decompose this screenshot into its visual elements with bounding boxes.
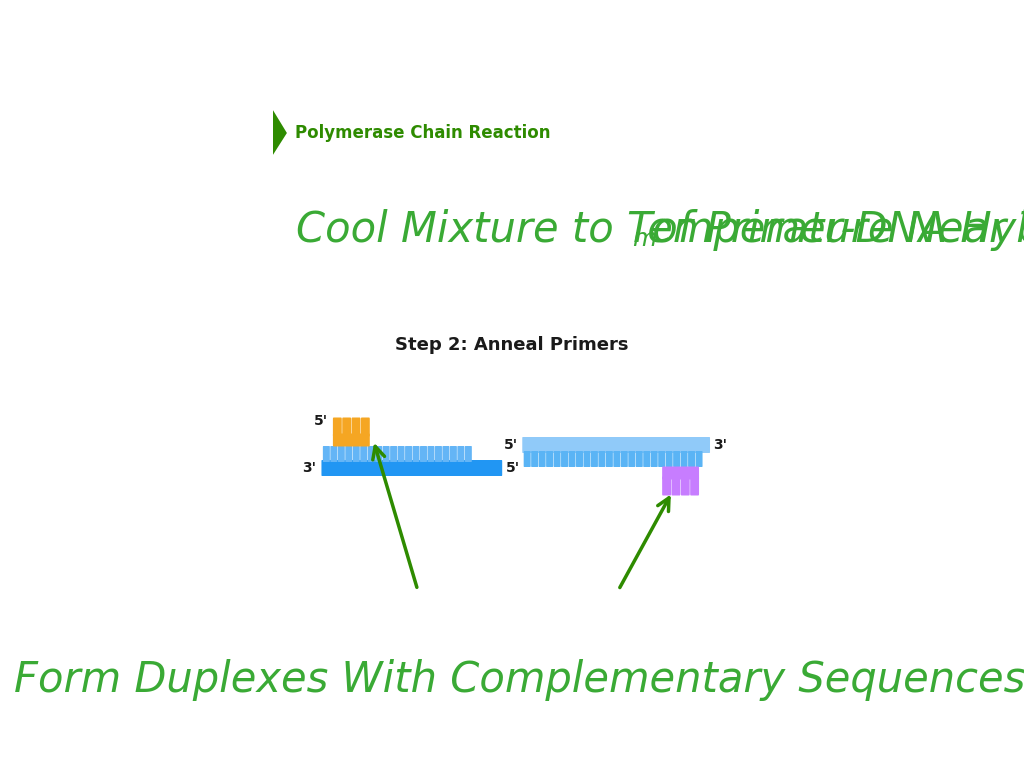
FancyBboxPatch shape: [695, 451, 702, 467]
Polygon shape: [272, 110, 287, 155]
Text: Primers Form Duplexes With Complementary Sequences in DNA: Primers Form Duplexes With Complementary…: [0, 659, 1024, 701]
Text: m: m: [633, 227, 656, 251]
FancyBboxPatch shape: [658, 451, 666, 467]
FancyBboxPatch shape: [458, 446, 464, 462]
FancyBboxPatch shape: [561, 451, 568, 467]
FancyBboxPatch shape: [643, 451, 650, 467]
FancyBboxPatch shape: [591, 451, 598, 467]
FancyBboxPatch shape: [397, 446, 404, 462]
Text: Polymerase Chain Reaction: Polymerase Chain Reaction: [295, 124, 551, 142]
FancyBboxPatch shape: [663, 476, 671, 495]
FancyBboxPatch shape: [606, 451, 613, 467]
FancyBboxPatch shape: [681, 476, 690, 495]
FancyBboxPatch shape: [333, 433, 370, 446]
FancyBboxPatch shape: [322, 460, 502, 476]
FancyBboxPatch shape: [375, 446, 382, 462]
FancyBboxPatch shape: [360, 418, 370, 436]
FancyBboxPatch shape: [546, 451, 553, 467]
FancyBboxPatch shape: [575, 451, 583, 467]
FancyBboxPatch shape: [598, 451, 605, 467]
FancyBboxPatch shape: [629, 451, 635, 467]
FancyBboxPatch shape: [531, 451, 539, 467]
FancyBboxPatch shape: [650, 451, 657, 467]
FancyBboxPatch shape: [420, 446, 427, 462]
FancyBboxPatch shape: [681, 451, 687, 467]
FancyBboxPatch shape: [584, 451, 591, 467]
FancyBboxPatch shape: [413, 446, 420, 462]
FancyBboxPatch shape: [663, 466, 699, 479]
Text: Step 2: Anneal Primers: Step 2: Anneal Primers: [395, 336, 629, 354]
FancyBboxPatch shape: [442, 446, 450, 462]
FancyBboxPatch shape: [672, 476, 680, 495]
FancyBboxPatch shape: [427, 446, 434, 462]
FancyBboxPatch shape: [333, 418, 342, 436]
FancyBboxPatch shape: [539, 451, 546, 467]
FancyBboxPatch shape: [621, 451, 628, 467]
Text: 5': 5': [504, 438, 517, 452]
FancyBboxPatch shape: [383, 446, 390, 462]
FancyBboxPatch shape: [688, 451, 695, 467]
FancyBboxPatch shape: [338, 446, 345, 462]
FancyBboxPatch shape: [666, 451, 673, 467]
FancyBboxPatch shape: [352, 446, 359, 462]
Text: 5': 5': [506, 461, 519, 475]
FancyBboxPatch shape: [406, 446, 412, 462]
Text: Cool Mixture to Temperature Near T: Cool Mixture to Temperature Near T: [296, 209, 1024, 251]
FancyBboxPatch shape: [342, 418, 351, 436]
FancyBboxPatch shape: [345, 446, 352, 462]
FancyBboxPatch shape: [636, 451, 643, 467]
FancyBboxPatch shape: [450, 446, 457, 462]
FancyBboxPatch shape: [690, 476, 699, 495]
FancyBboxPatch shape: [331, 446, 337, 462]
Text: 5': 5': [314, 414, 328, 428]
FancyBboxPatch shape: [435, 446, 442, 462]
Text: of Primer-DNA Hybrid: of Primer-DNA Hybrid: [639, 209, 1024, 251]
FancyBboxPatch shape: [554, 451, 560, 467]
FancyBboxPatch shape: [368, 446, 375, 462]
FancyBboxPatch shape: [523, 451, 530, 467]
FancyBboxPatch shape: [360, 446, 368, 462]
FancyBboxPatch shape: [568, 451, 575, 467]
FancyBboxPatch shape: [351, 418, 360, 436]
FancyBboxPatch shape: [673, 451, 680, 467]
Text: 3': 3': [714, 438, 727, 452]
Text: 3': 3': [302, 461, 316, 475]
FancyBboxPatch shape: [390, 446, 397, 462]
FancyBboxPatch shape: [522, 437, 710, 453]
FancyBboxPatch shape: [465, 446, 472, 462]
FancyBboxPatch shape: [323, 446, 330, 462]
FancyBboxPatch shape: [613, 451, 621, 467]
